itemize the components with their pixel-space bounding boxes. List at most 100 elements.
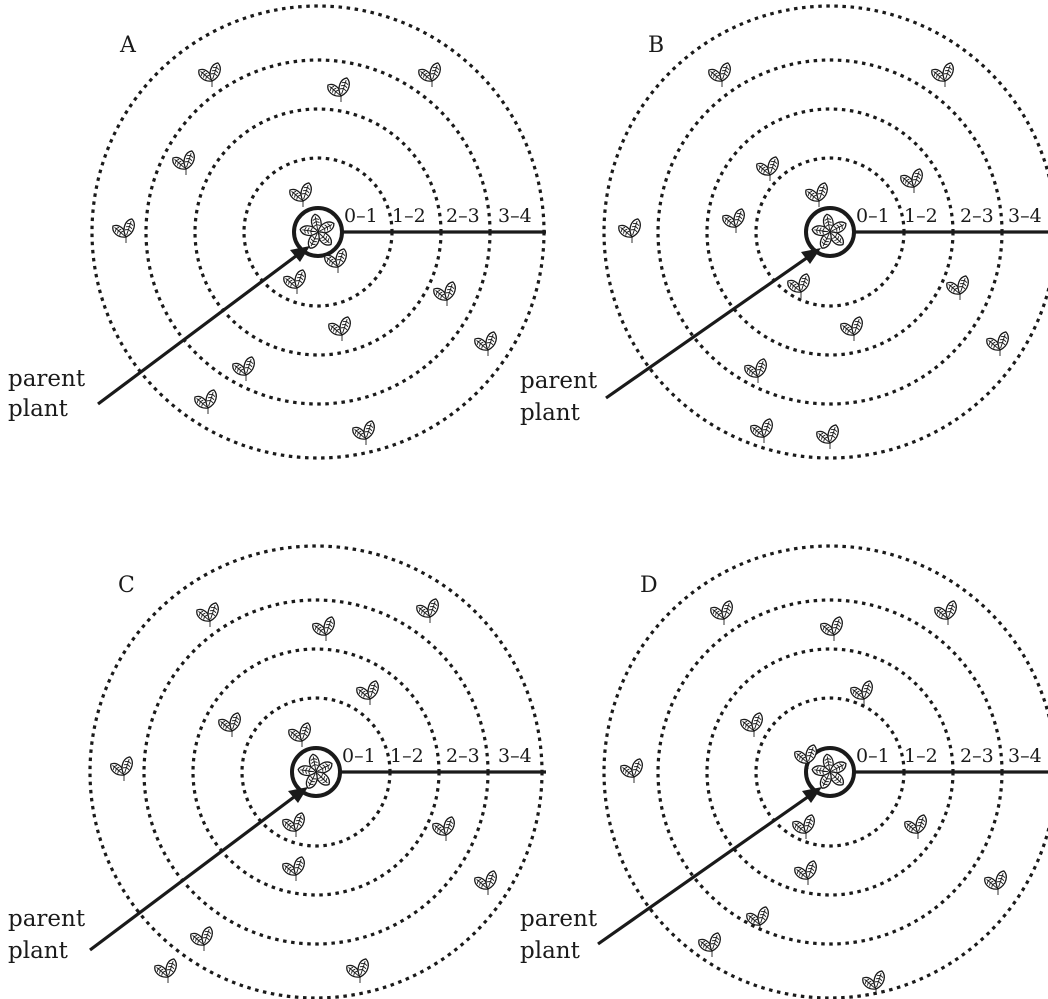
seedling-icon — [787, 273, 810, 298]
seedling-icon — [794, 744, 817, 769]
seedling-icon — [356, 680, 379, 705]
parent-label: parent — [520, 368, 598, 394]
band-label-2-3: 2–3 — [960, 745, 994, 767]
seedling-icon — [710, 600, 733, 625]
seedling-icon — [112, 218, 135, 243]
seedling-icon — [282, 812, 305, 837]
seedling-icon — [346, 958, 369, 983]
plant-label: plant — [8, 938, 69, 964]
arrow-head — [290, 246, 310, 262]
band-label-0-1: 0–1 — [856, 745, 890, 767]
parent-arrow — [605, 253, 812, 400]
band-label-3-4: 3–4 — [1008, 205, 1042, 227]
seedling-icon — [900, 168, 923, 193]
band-label-0-1: 0–1 — [342, 745, 376, 767]
diagram-b-svg: 0–1 1–2 2–3 3–4 B parent plant — [520, 4, 1048, 460]
seedling-icon — [474, 870, 497, 895]
seedling-icon — [750, 418, 773, 443]
seedling-icon — [740, 712, 763, 737]
band-label-3-4: 3–4 — [1008, 745, 1042, 767]
seedling-icon — [190, 926, 213, 951]
seedling-icon — [862, 970, 885, 995]
seedling-icon — [934, 600, 957, 625]
parent-plant-icon — [811, 213, 847, 249]
seedling-icon — [418, 62, 441, 87]
band-label-1-2: 1–2 — [904, 205, 938, 227]
seedling-icon — [986, 331, 1009, 356]
seedling-icon — [283, 269, 306, 294]
parent-plant-icon — [299, 213, 335, 249]
panel-b: 0–1 1–2 2–3 3–4 B parent plant — [508, 0, 1048, 470]
seedling-icon — [794, 860, 817, 885]
seedling-icon — [805, 182, 828, 207]
band-label-1-2: 1–2 — [904, 745, 938, 767]
parent-label: parent — [8, 366, 86, 392]
seedling-icon — [312, 616, 335, 641]
arrow-head — [802, 787, 822, 803]
arrow-head — [801, 248, 821, 264]
band-label-2-3: 2–3 — [446, 745, 480, 767]
seedling-icon — [288, 722, 311, 747]
panel-a: 0–1 1–2 2–3 3–4 A parent plant — [0, 0, 548, 470]
seedling-icon — [110, 756, 133, 781]
band-label-3-4: 3–4 — [498, 745, 532, 767]
panel-letter: C — [118, 573, 135, 598]
panel-c: 0–1 1–2 2–3 3–4 C parent plant — [0, 540, 548, 999]
seedling-icon — [850, 680, 873, 705]
plant-label: plant — [520, 400, 581, 426]
seedling-icon — [289, 182, 312, 207]
seedling-icon — [232, 356, 255, 381]
seedling-icon — [946, 275, 969, 300]
parent-arrow — [89, 792, 299, 952]
band-label-1-2: 1–2 — [390, 745, 424, 767]
panel-letter: B — [648, 33, 664, 58]
seedling-icon — [756, 156, 779, 181]
diagram-d-svg: 0–1 1–2 2–3 3–4 D parent plant — [520, 544, 1048, 999]
diagram-c-svg: 0–1 1–2 2–3 3–4 C parent plant — [8, 544, 546, 999]
seedling-icon — [416, 598, 439, 623]
arrow-head — [288, 787, 308, 803]
seedling-icon — [984, 870, 1007, 895]
seedling-icon — [816, 424, 839, 449]
seedling-icon — [352, 420, 375, 445]
plant-label: plant — [520, 938, 581, 964]
seedling-icon — [708, 62, 731, 87]
seedling-icon — [840, 316, 863, 341]
band-label-0-1: 0–1 — [344, 205, 378, 227]
seedling-icon — [196, 602, 219, 627]
seedling-icon — [154, 958, 177, 983]
plant-label: plant — [8, 396, 69, 422]
panel-letter: D — [640, 573, 658, 598]
band-label-2-3: 2–3 — [960, 205, 994, 227]
seedling-icon — [328, 316, 351, 341]
parent-label: parent — [520, 906, 598, 932]
seedling-icon — [282, 856, 305, 881]
parent-arrow — [597, 792, 813, 946]
seedling-icon — [194, 389, 217, 414]
panel-d: 0–1 1–2 2–3 3–4 D parent plant — [508, 540, 1048, 999]
seedling-icon — [218, 712, 241, 737]
seedling-icon — [820, 616, 843, 641]
seedling-icon — [904, 814, 927, 839]
band-label-2-3: 2–3 — [446, 205, 480, 227]
seedling-icon — [327, 77, 350, 102]
panel-letter: A — [119, 33, 137, 58]
band-label-0-1: 0–1 — [856, 205, 890, 227]
seedling-icon — [698, 932, 721, 957]
seedling-icon — [931, 62, 954, 87]
seedling-icon — [432, 816, 455, 841]
diagram-a-svg: 0–1 1–2 2–3 3–4 A parent plant — [8, 4, 546, 460]
seedling-icon — [792, 814, 815, 839]
seedling-icon — [433, 281, 456, 306]
band-label-1-2: 1–2 — [392, 205, 426, 227]
seedling-icon — [620, 758, 643, 783]
parent-arrow — [97, 251, 301, 406]
ring-band-4 — [602, 4, 1048, 460]
seedling-icon — [618, 218, 641, 243]
seedling-icon — [746, 906, 769, 931]
seedling-icon — [172, 150, 195, 175]
seedling-icon — [474, 331, 497, 356]
parent-plant-icon — [297, 753, 333, 789]
ring-band-4 — [602, 544, 1048, 999]
seedling-icon — [324, 248, 347, 273]
